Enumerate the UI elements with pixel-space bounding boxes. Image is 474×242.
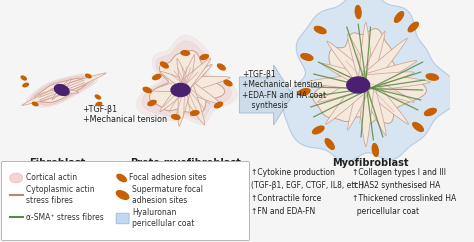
Polygon shape [317, 76, 368, 102]
Polygon shape [52, 88, 64, 99]
Ellipse shape [95, 95, 100, 99]
Ellipse shape [153, 74, 161, 80]
Ellipse shape [325, 139, 334, 149]
Ellipse shape [55, 84, 69, 95]
Ellipse shape [356, 6, 361, 18]
Polygon shape [142, 41, 231, 120]
Polygon shape [239, 65, 292, 125]
Ellipse shape [408, 22, 419, 32]
Polygon shape [322, 64, 368, 89]
Polygon shape [357, 82, 374, 147]
Text: ↑Thickened crosslinked HA: ↑Thickened crosslinked HA [352, 194, 456, 203]
Polygon shape [359, 79, 386, 136]
Text: Proto-myofibroblast: Proto-myofibroblast [130, 158, 241, 168]
Ellipse shape [23, 83, 28, 87]
Ellipse shape [191, 111, 199, 115]
Ellipse shape [215, 102, 222, 108]
Text: ↑FN and EDA-FN: ↑FN and EDA-FN [251, 207, 315, 216]
Polygon shape [149, 51, 225, 112]
Ellipse shape [394, 12, 403, 22]
Polygon shape [347, 79, 372, 130]
Text: ↑Collagen types I and III: ↑Collagen types I and III [352, 168, 446, 177]
Text: ↑HAS2 synthesised HA: ↑HAS2 synthesised HA [352, 181, 440, 190]
Polygon shape [153, 79, 186, 91]
Polygon shape [184, 76, 230, 93]
Ellipse shape [172, 115, 180, 119]
Polygon shape [307, 74, 366, 90]
Polygon shape [364, 76, 414, 102]
Text: Cytoplasmic actin
stress fibres: Cytoplasmic actin stress fibres [26, 185, 94, 205]
Polygon shape [361, 76, 409, 124]
Ellipse shape [9, 173, 23, 183]
Ellipse shape [200, 54, 209, 60]
Ellipse shape [314, 26, 326, 34]
Polygon shape [60, 79, 71, 92]
Polygon shape [30, 76, 93, 105]
Text: Supermature focal
adhesion sites: Supermature focal adhesion sites [132, 185, 203, 205]
Polygon shape [35, 78, 89, 102]
Polygon shape [178, 84, 192, 127]
Ellipse shape [21, 76, 27, 80]
Polygon shape [22, 86, 63, 106]
Polygon shape [182, 79, 221, 104]
Text: ↑Contractile force: ↑Contractile force [251, 194, 321, 203]
Ellipse shape [161, 62, 168, 68]
Text: +TGF-β1
+Mechanical tension
+EDA-FN and HA coat
    synthesis: +TGF-β1 +Mechanical tension +EDA-FN and … [242, 70, 327, 110]
Polygon shape [26, 74, 97, 107]
Polygon shape [358, 22, 374, 82]
Polygon shape [347, 34, 372, 84]
Polygon shape [366, 73, 430, 91]
Polygon shape [363, 61, 417, 90]
Ellipse shape [312, 126, 324, 134]
Polygon shape [360, 38, 408, 88]
Polygon shape [181, 58, 211, 89]
Polygon shape [283, 0, 460, 161]
Text: Myofibroblast: Myofibroblast [332, 158, 409, 168]
Ellipse shape [301, 54, 313, 60]
Ellipse shape [224, 80, 232, 86]
Ellipse shape [372, 144, 378, 156]
Text: ↑Cytokine production: ↑Cytokine production [251, 168, 335, 177]
Polygon shape [313, 29, 427, 124]
Polygon shape [177, 58, 190, 87]
Polygon shape [50, 88, 62, 92]
Ellipse shape [86, 74, 91, 78]
Ellipse shape [143, 87, 151, 93]
Ellipse shape [426, 74, 438, 80]
Ellipse shape [181, 51, 190, 55]
Text: Focal adhesion sites: Focal adhesion sites [129, 174, 207, 182]
Polygon shape [61, 87, 79, 93]
Text: (TGF-β1, EGF, CTGF, IL8, etc.): (TGF-β1, EGF, CTGF, IL8, etc.) [251, 181, 364, 190]
Ellipse shape [298, 89, 310, 95]
Ellipse shape [218, 64, 225, 70]
FancyBboxPatch shape [1, 161, 249, 241]
Ellipse shape [425, 108, 436, 116]
Text: pericellular coat: pericellular coat [352, 207, 419, 216]
Ellipse shape [32, 102, 38, 106]
Ellipse shape [413, 122, 423, 131]
FancyBboxPatch shape [116, 213, 129, 224]
Ellipse shape [117, 191, 129, 199]
Text: Fibroblast: Fibroblast [29, 158, 85, 168]
Text: α-SMA⁺ stress fibres: α-SMA⁺ stress fibres [26, 212, 103, 221]
Polygon shape [360, 31, 385, 84]
Ellipse shape [117, 174, 127, 182]
Text: +TGF-β1
+Mechanical tension: +TGF-β1 +Mechanical tension [82, 105, 167, 124]
Polygon shape [327, 41, 371, 88]
Polygon shape [60, 73, 106, 94]
Ellipse shape [96, 102, 101, 106]
Ellipse shape [347, 77, 370, 93]
Polygon shape [137, 35, 237, 124]
Polygon shape [160, 71, 187, 90]
Polygon shape [181, 54, 195, 87]
Ellipse shape [171, 83, 190, 97]
Polygon shape [160, 81, 189, 112]
Ellipse shape [148, 100, 156, 106]
Polygon shape [365, 72, 414, 89]
Polygon shape [179, 81, 205, 125]
Polygon shape [326, 76, 371, 124]
Text: Hyaluronan
pericellular coat: Hyaluronan pericellular coat [132, 208, 194, 228]
Text: Cortical actin: Cortical actin [26, 174, 77, 182]
Polygon shape [182, 64, 212, 90]
